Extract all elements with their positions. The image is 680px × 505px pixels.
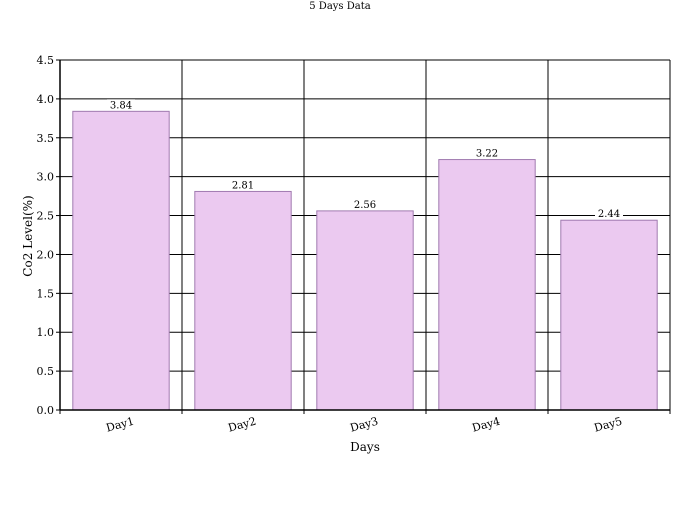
y-tick-label: 4.0 <box>37 93 55 106</box>
x-tick-label: Day5 <box>593 415 624 435</box>
data-label: 2.44 <box>598 209 620 220</box>
y-tick-label: 4.5 <box>37 54 55 67</box>
y-tick-label: 2.0 <box>37 248 55 261</box>
x-axis-title: Days <box>350 440 380 454</box>
y-tick-label: 1.5 <box>37 287 55 300</box>
data-label: 2.81 <box>232 180 254 191</box>
x-tick-label: Day2 <box>227 415 258 435</box>
x-tick-label: Day4 <box>471 415 502 435</box>
bar-day3 <box>316 210 414 411</box>
chart-title: 5 Days Data <box>309 1 370 12</box>
x-tick-label: Day1 <box>105 415 136 435</box>
data-label: 3.84 <box>110 100 132 111</box>
x-tick-label: Day3 <box>349 415 380 435</box>
data-label: 2.56 <box>354 200 376 211</box>
y-tick-label: 3.5 <box>37 132 55 145</box>
bar-day1 <box>72 110 170 411</box>
axes <box>56 59 671 414</box>
y-tick-label: 0.5 <box>37 365 55 378</box>
data-label-bg <box>107 99 135 111</box>
bar-day5 <box>560 219 658 411</box>
bar-day4 <box>438 159 536 411</box>
data-label-bg <box>229 179 257 191</box>
data-label-bg <box>351 198 379 210</box>
data-label-bg <box>473 147 501 159</box>
y-tick-label: 1.0 <box>37 326 55 339</box>
y-axis-title: Co2 Level(%) <box>21 195 35 276</box>
labels: 0.0 0.5 1.0 1.5 2.0 2.5 3.0 3.5 4.0 4.5 3.84 Day1 2.… <box>37 54 624 435</box>
y-tick-label: 0.0 <box>37 404 55 417</box>
bar-day2 <box>194 190 292 411</box>
y-tick-label: 3.0 <box>37 171 55 184</box>
bars <box>72 110 658 411</box>
data-label-bg <box>595 208 623 220</box>
data-label: 3.22 <box>476 149 498 160</box>
y-tick-label: 2.5 <box>37 210 55 223</box>
